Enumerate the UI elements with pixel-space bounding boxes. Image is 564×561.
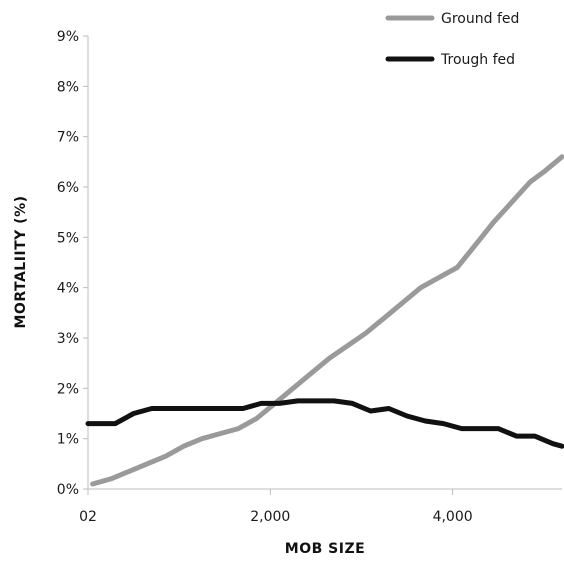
y-tick-label: 9%	[57, 29, 79, 45]
axes: 0% 1% 2% 3% 4% 5% 6% 7% 8% 9% 02 2,000 4,000	[57, 29, 562, 525]
legend-label: Ground fed	[441, 11, 519, 27]
y-tick-label: 8%	[57, 79, 79, 95]
y-tick-label: 7%	[57, 130, 79, 146]
series-line-ground-fed	[90, 154, 564, 487]
y-tick-label: 4%	[57, 281, 79, 297]
y-tick-label: 3%	[57, 331, 79, 347]
series-line-trough-fed	[85, 398, 564, 449]
legend: Ground fed Trough fed	[385, 11, 519, 68]
series-lines	[85, 154, 564, 487]
x-tick-label: 4,000	[433, 509, 473, 525]
y-tick-label: 0%	[57, 482, 79, 498]
x-tick-label: 02	[79, 509, 97, 525]
y-tick-label: 6%	[57, 180, 79, 196]
y-tick-label: 2%	[57, 381, 79, 397]
x-tick-label: 2,000	[250, 509, 290, 525]
y-tick-label: 1%	[57, 432, 79, 448]
y-axis-title: MORTALIITY (%)	[13, 195, 29, 328]
legend-label: Trough fed	[440, 52, 515, 68]
x-axis-title: MOB SIZE	[285, 541, 365, 557]
y-tick-label: 5%	[57, 230, 79, 246]
